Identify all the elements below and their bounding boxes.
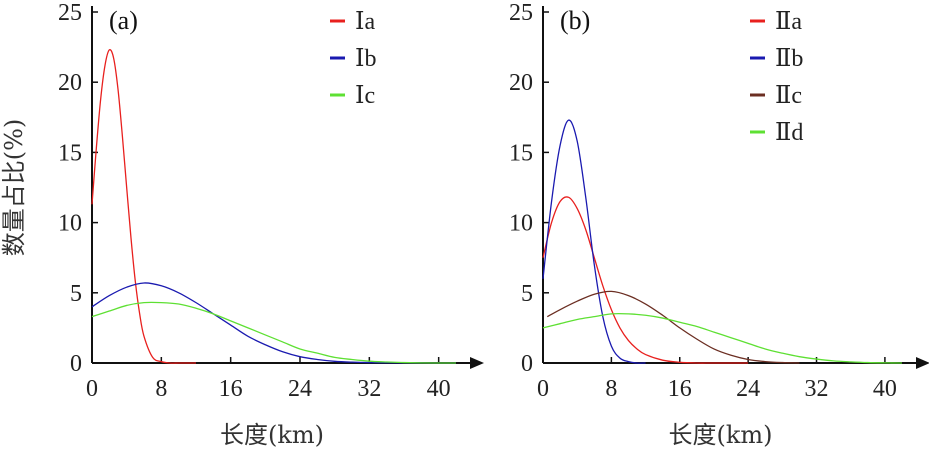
series-line-2	[91, 282, 457, 364]
legend-label: Ⅱa	[775, 9, 802, 35]
x-tick-label: 24	[736, 376, 760, 402]
x-axis-title: 长度(km)	[220, 421, 324, 449]
legend-label: Ⅱb	[775, 46, 803, 72]
y-tick-label: 15	[58, 140, 82, 166]
legend-label: Ⅱd	[775, 120, 803, 146]
series-line-1	[542, 196, 749, 364]
x-tick-label: 16	[219, 376, 243, 402]
y-tick-label: 10	[509, 211, 533, 237]
legend-label: Ⅰc	[355, 83, 375, 109]
y-tick-label: 15	[509, 140, 533, 166]
series-line-4	[542, 312, 903, 364]
x-tick-label: 40	[873, 376, 897, 402]
x-tick-label: 8	[155, 376, 167, 402]
x-tick-label: 16	[668, 376, 692, 402]
chart-panel-1: 0 5 10 15 20 25 0 8 16 24 32 40 (a) 长度(km) 数量占比(%) Ⅰa Ⅰb…	[0, 0, 484, 449]
x-axis-arrowhead	[916, 357, 929, 369]
series-line-3	[91, 301, 457, 364]
x-tick-label: 0	[86, 376, 98, 402]
y-tick-label: 5	[521, 281, 533, 307]
x-tick-label: 8	[605, 376, 617, 402]
y-tick-label: 0	[521, 351, 533, 377]
x-tick-label: 0	[537, 376, 549, 402]
y-tick-label: 25	[509, 0, 533, 26]
y-axis-title: 数量占比(%)	[0, 119, 28, 257]
y-tick-label: 25	[58, 0, 82, 26]
y-tick-label: 20	[509, 70, 533, 96]
panel-label: (b)	[560, 6, 590, 35]
series-line-2	[542, 119, 646, 364]
series-line-3	[546, 290, 800, 364]
legend-label: Ⅱc	[775, 83, 802, 109]
series-line-1	[91, 49, 196, 364]
x-tick-label: 32	[805, 376, 829, 402]
x-tick-label: 32	[357, 376, 381, 402]
chart-panel-2: 0 5 10 15 20 25 0 8 16 24 32 40 (b) 长度(km) Ⅱa Ⅱb Ⅱc Ⅱd	[509, 0, 929, 449]
y-tick-label: 5	[70, 281, 82, 307]
y-tick-label: 10	[58, 211, 82, 237]
x-axis-arrowhead	[470, 357, 484, 369]
legend-label: Ⅰa	[355, 9, 375, 35]
y-tick-label: 0	[70, 351, 82, 377]
panel-label: (a)	[109, 6, 138, 35]
x-axis-title: 长度(km)	[668, 421, 772, 449]
x-tick-label: 40	[427, 376, 451, 402]
legend-label: Ⅰb	[355, 46, 376, 72]
x-tick-label: 24	[288, 376, 312, 402]
y-tick-label: 20	[58, 70, 82, 96]
